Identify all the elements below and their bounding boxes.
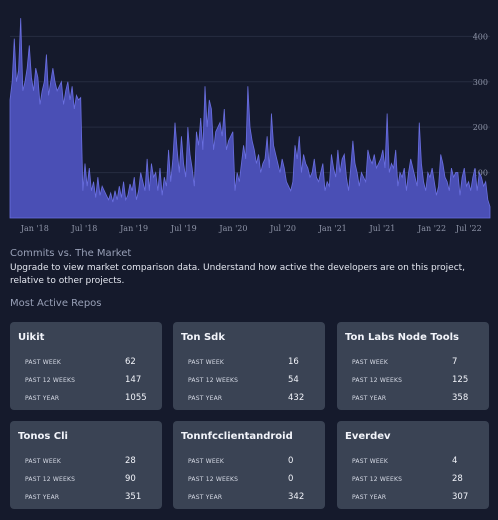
- past-12-weeks-label: PAST 12 WEEKS: [25, 475, 76, 483]
- repos-section-title: Most Active Repos: [10, 298, 102, 309]
- past-week-label: PAST WEEK: [188, 457, 224, 465]
- y-tick-label: 200: [473, 123, 488, 132]
- repo-card[interactable]: Tonos Cli PAST WEEK 28 PAST 12 WEEKS 90 PA…: [10, 421, 162, 509]
- repo-card[interactable]: Tonnfcclientandroid PAST WEEK 0 PAST 12 W…: [173, 421, 325, 509]
- past-12-weeks-row: PAST 12 WEEKS 90: [18, 470, 154, 488]
- repo-card[interactable]: Everdev PAST WEEK 4 PAST 12 WEEKS 28 PAST …: [337, 421, 489, 509]
- past-week-value: 28: [125, 456, 136, 466]
- past-year-row: PAST YEAR 342: [181, 488, 317, 506]
- past-year-label: PAST YEAR: [352, 493, 387, 501]
- past-week-value: 4: [452, 456, 458, 466]
- past-year-value: 358: [452, 393, 469, 403]
- y-tick-label: 100: [473, 169, 488, 178]
- past-12-weeks-row: PAST 12 WEEKS 28: [345, 470, 481, 488]
- past-12-weeks-value: 54: [288, 375, 299, 385]
- past-year-row: PAST YEAR 351: [18, 488, 154, 506]
- past-12-weeks-label: PAST 12 WEEKS: [25, 376, 76, 384]
- repo-name: Tonos Cli: [18, 431, 68, 442]
- past-12-weeks-label: PAST 12 WEEKS: [188, 475, 239, 483]
- past-year-value: 432: [288, 393, 305, 403]
- past-week-row: PAST WEEK 28: [18, 452, 154, 470]
- past-week-label: PAST WEEK: [25, 457, 61, 465]
- commits-description: Upgrade to view market comparison data. …: [10, 263, 466, 286]
- past-week-row: PAST WEEK 62: [18, 353, 154, 371]
- past-year-row: PAST YEAR 432: [181, 389, 317, 407]
- past-year-label: PAST YEAR: [352, 394, 387, 402]
- past-12-weeks-row: PAST 12 WEEKS 147: [18, 371, 154, 389]
- x-tick-label: Jan '19: [119, 224, 148, 233]
- repo-name: Ton Sdk: [181, 332, 225, 343]
- past-year-label: PAST YEAR: [25, 394, 60, 402]
- past-week-label: PAST WEEK: [25, 358, 61, 366]
- past-year-row: PAST YEAR 358: [345, 389, 481, 407]
- past-year-row: PAST YEAR 1055: [18, 389, 154, 407]
- past-12-weeks-value: 28: [452, 474, 463, 484]
- x-tick-label: Jul '19: [170, 224, 197, 233]
- past-week-row: PAST WEEK 0: [181, 452, 317, 470]
- past-week-label: PAST WEEK: [352, 457, 388, 465]
- past-12-weeks-value: 125: [452, 375, 469, 385]
- y-tick-label: 300: [473, 78, 488, 87]
- past-year-value: 342: [288, 492, 305, 502]
- repo-name: Ton Labs Node Tools: [345, 332, 459, 343]
- past-week-value: 62: [125, 357, 136, 367]
- past-year-value: 307: [452, 492, 469, 502]
- x-tick-label: Jul '21: [368, 224, 395, 233]
- y-tick-label: 400: [473, 32, 488, 41]
- past-12-weeks-label: PAST 12 WEEKS: [352, 475, 403, 483]
- commits-section-title: Commits vs. The Market: [10, 248, 132, 259]
- past-12-weeks-row: PAST 12 WEEKS 125: [345, 371, 481, 389]
- x-tick-label: Jan '18: [20, 224, 49, 233]
- commit-activity-chart: 100 200 300 400 Jan '18 Jul '18 Jan '19 Jul '19…: [9, 18, 491, 233]
- past-week-row: PAST WEEK 7: [345, 353, 481, 371]
- past-12-weeks-value: 0: [288, 474, 294, 484]
- past-12-weeks-label: PAST 12 WEEKS: [188, 376, 239, 384]
- past-12-weeks-value: 147: [125, 375, 142, 385]
- past-year-value: 351: [125, 492, 142, 502]
- past-week-value: 16: [288, 357, 299, 367]
- past-12-weeks-label: PAST 12 WEEKS: [352, 376, 403, 384]
- commits-area-series: [9, 18, 491, 219]
- repo-name: Tonnfcclientandroid: [181, 431, 293, 442]
- repo-card[interactable]: Ton Sdk PAST WEEK 16 PAST 12 WEEKS 54 PAST…: [173, 322, 325, 410]
- past-week-label: PAST WEEK: [352, 358, 388, 366]
- past-year-value: 1055: [125, 393, 147, 403]
- repo-name: Everdev: [345, 431, 391, 442]
- past-week-value: 7: [452, 357, 458, 367]
- x-tick-label: Jan '20: [218, 224, 247, 233]
- past-week-row: PAST WEEK 4: [345, 452, 481, 470]
- past-week-value: 0: [288, 456, 294, 466]
- past-12-weeks-row: PAST 12 WEEKS 0: [181, 470, 317, 488]
- past-year-label: PAST YEAR: [188, 394, 223, 402]
- past-12-weeks-value: 90: [125, 474, 136, 484]
- past-year-label: PAST YEAR: [188, 493, 223, 501]
- x-tick-label: Jul '20: [269, 224, 296, 233]
- past-year-label: PAST YEAR: [25, 493, 60, 501]
- x-tick-label: Jul '18: [71, 224, 98, 233]
- past-week-label: PAST WEEK: [188, 358, 224, 366]
- past-week-row: PAST WEEK 16: [181, 353, 317, 371]
- repo-card[interactable]: Ton Labs Node Tools PAST WEEK 7 PAST 12 W…: [337, 322, 489, 410]
- x-tick-label: Jan '22: [417, 224, 446, 233]
- x-tick-label: Jul '22: [455, 224, 482, 233]
- past-12-weeks-row: PAST 12 WEEKS 54: [181, 371, 317, 389]
- repo-name: Uikit: [18, 332, 45, 343]
- x-tick-label: Jan '21: [318, 224, 347, 233]
- past-year-row: PAST YEAR 307: [345, 488, 481, 506]
- repo-card[interactable]: Uikit PAST WEEK 62 PAST 12 WEEKS 147 PAST …: [10, 322, 162, 410]
